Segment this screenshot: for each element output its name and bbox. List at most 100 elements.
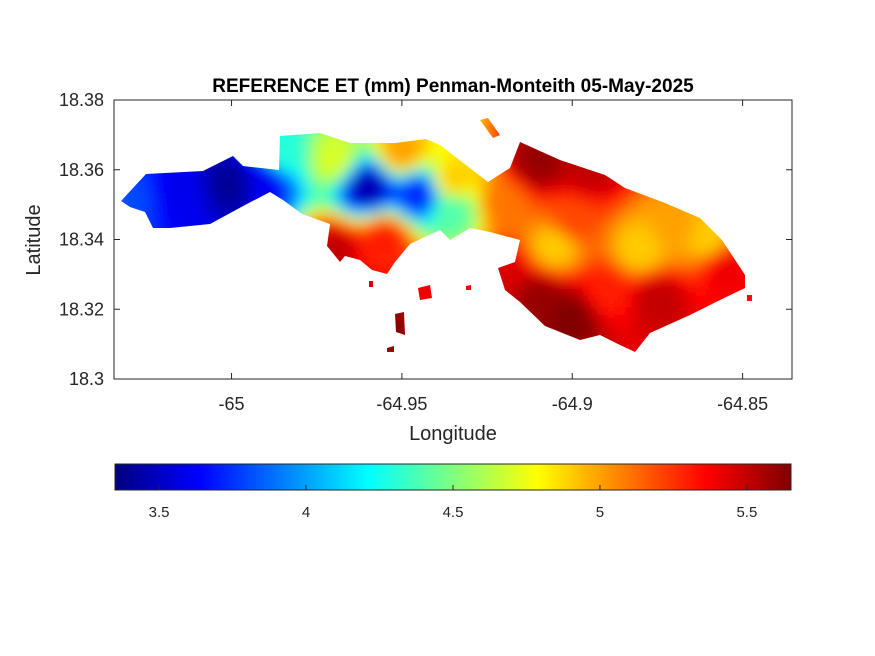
field-cell [377, 259, 384, 266]
field-cell [341, 205, 348, 212]
field-cell [371, 157, 378, 164]
field-cell [725, 247, 732, 254]
field-cell [473, 199, 480, 206]
field-cell [401, 193, 408, 200]
field-cell [569, 301, 576, 308]
field-cell [713, 247, 720, 254]
field-cell [533, 313, 540, 320]
field-cell [137, 199, 144, 206]
field-cell [629, 301, 636, 308]
field-cell [545, 211, 552, 218]
field-cell [623, 217, 630, 224]
field-cell [203, 211, 210, 218]
field-cell [221, 211, 228, 218]
field-cell [155, 193, 162, 200]
field-cell [683, 277, 690, 284]
field-cell [449, 193, 456, 200]
field-cell [413, 175, 420, 182]
field-cell [563, 223, 570, 230]
field-cell [401, 169, 408, 176]
field-cell [665, 211, 672, 218]
field-cell [143, 175, 150, 182]
field-cell [593, 283, 600, 290]
field-cell [191, 187, 198, 194]
field-cell [737, 277, 744, 284]
field-cell [533, 271, 540, 278]
field-cell [413, 199, 420, 206]
field-cell [593, 229, 600, 236]
field-cell [323, 133, 330, 140]
field-cell [185, 187, 192, 194]
field-cell [545, 265, 552, 272]
field-cell [329, 175, 336, 182]
field-cell [359, 169, 366, 176]
field-cell [371, 247, 378, 254]
field-cell [719, 265, 726, 272]
field-cell [311, 133, 318, 140]
field-cell [695, 235, 702, 242]
field-cell [593, 325, 600, 332]
field-cell [347, 223, 354, 230]
field-cell [551, 259, 558, 266]
field-cell [545, 307, 552, 314]
field-cell [431, 205, 438, 212]
field-cell [437, 223, 444, 230]
field-cell [257, 181, 264, 188]
field-cell [623, 223, 630, 230]
field-cell [623, 271, 630, 278]
field-cell [683, 223, 690, 230]
field-cell [617, 331, 624, 338]
field-cell [605, 307, 612, 314]
field-cell [515, 229, 522, 236]
field-cell [185, 211, 192, 218]
field-cell [425, 175, 432, 182]
field-cell [353, 187, 360, 194]
field-cell [341, 229, 348, 236]
field-cell [551, 181, 558, 188]
field-cell [665, 265, 672, 272]
field-cell [581, 259, 588, 266]
field-cell [305, 163, 312, 170]
field-cell [479, 175, 486, 182]
field-cell [353, 157, 360, 164]
field-cell [449, 229, 456, 236]
field-cell [263, 175, 270, 182]
field-cell [569, 277, 576, 284]
field-cell [365, 193, 372, 200]
field-cell [491, 223, 498, 230]
field-cell [749, 295, 752, 302]
field-cell [563, 259, 570, 266]
field-cell [581, 325, 588, 332]
field-cell [371, 187, 378, 194]
field-cell [629, 277, 636, 284]
field-cell [191, 217, 198, 224]
field-cell [545, 241, 552, 248]
field-cell [173, 211, 180, 218]
field-cell [593, 175, 600, 182]
field-cell [569, 283, 576, 290]
field-cell [353, 181, 360, 188]
field-cell [713, 277, 720, 284]
field-cell [503, 193, 510, 200]
field-cell [647, 313, 654, 320]
field-cell [395, 175, 402, 182]
field-cell [443, 169, 450, 176]
field-cell [581, 211, 588, 218]
field-cell [341, 211, 348, 218]
field-cell [545, 175, 552, 182]
field-cell [545, 193, 552, 200]
field-cell [563, 265, 570, 272]
field-cell [659, 199, 666, 206]
field-cell [389, 151, 396, 158]
field-cell [557, 181, 564, 188]
field-cell [707, 241, 714, 248]
field-cell [515, 157, 522, 164]
field-cell [281, 175, 288, 182]
field-cell [389, 145, 396, 152]
field-cell [389, 199, 396, 206]
field-cell [629, 343, 636, 350]
field-cell [395, 253, 402, 260]
field-cell [305, 151, 312, 158]
field-cell [143, 193, 150, 200]
field-cell [293, 151, 300, 158]
